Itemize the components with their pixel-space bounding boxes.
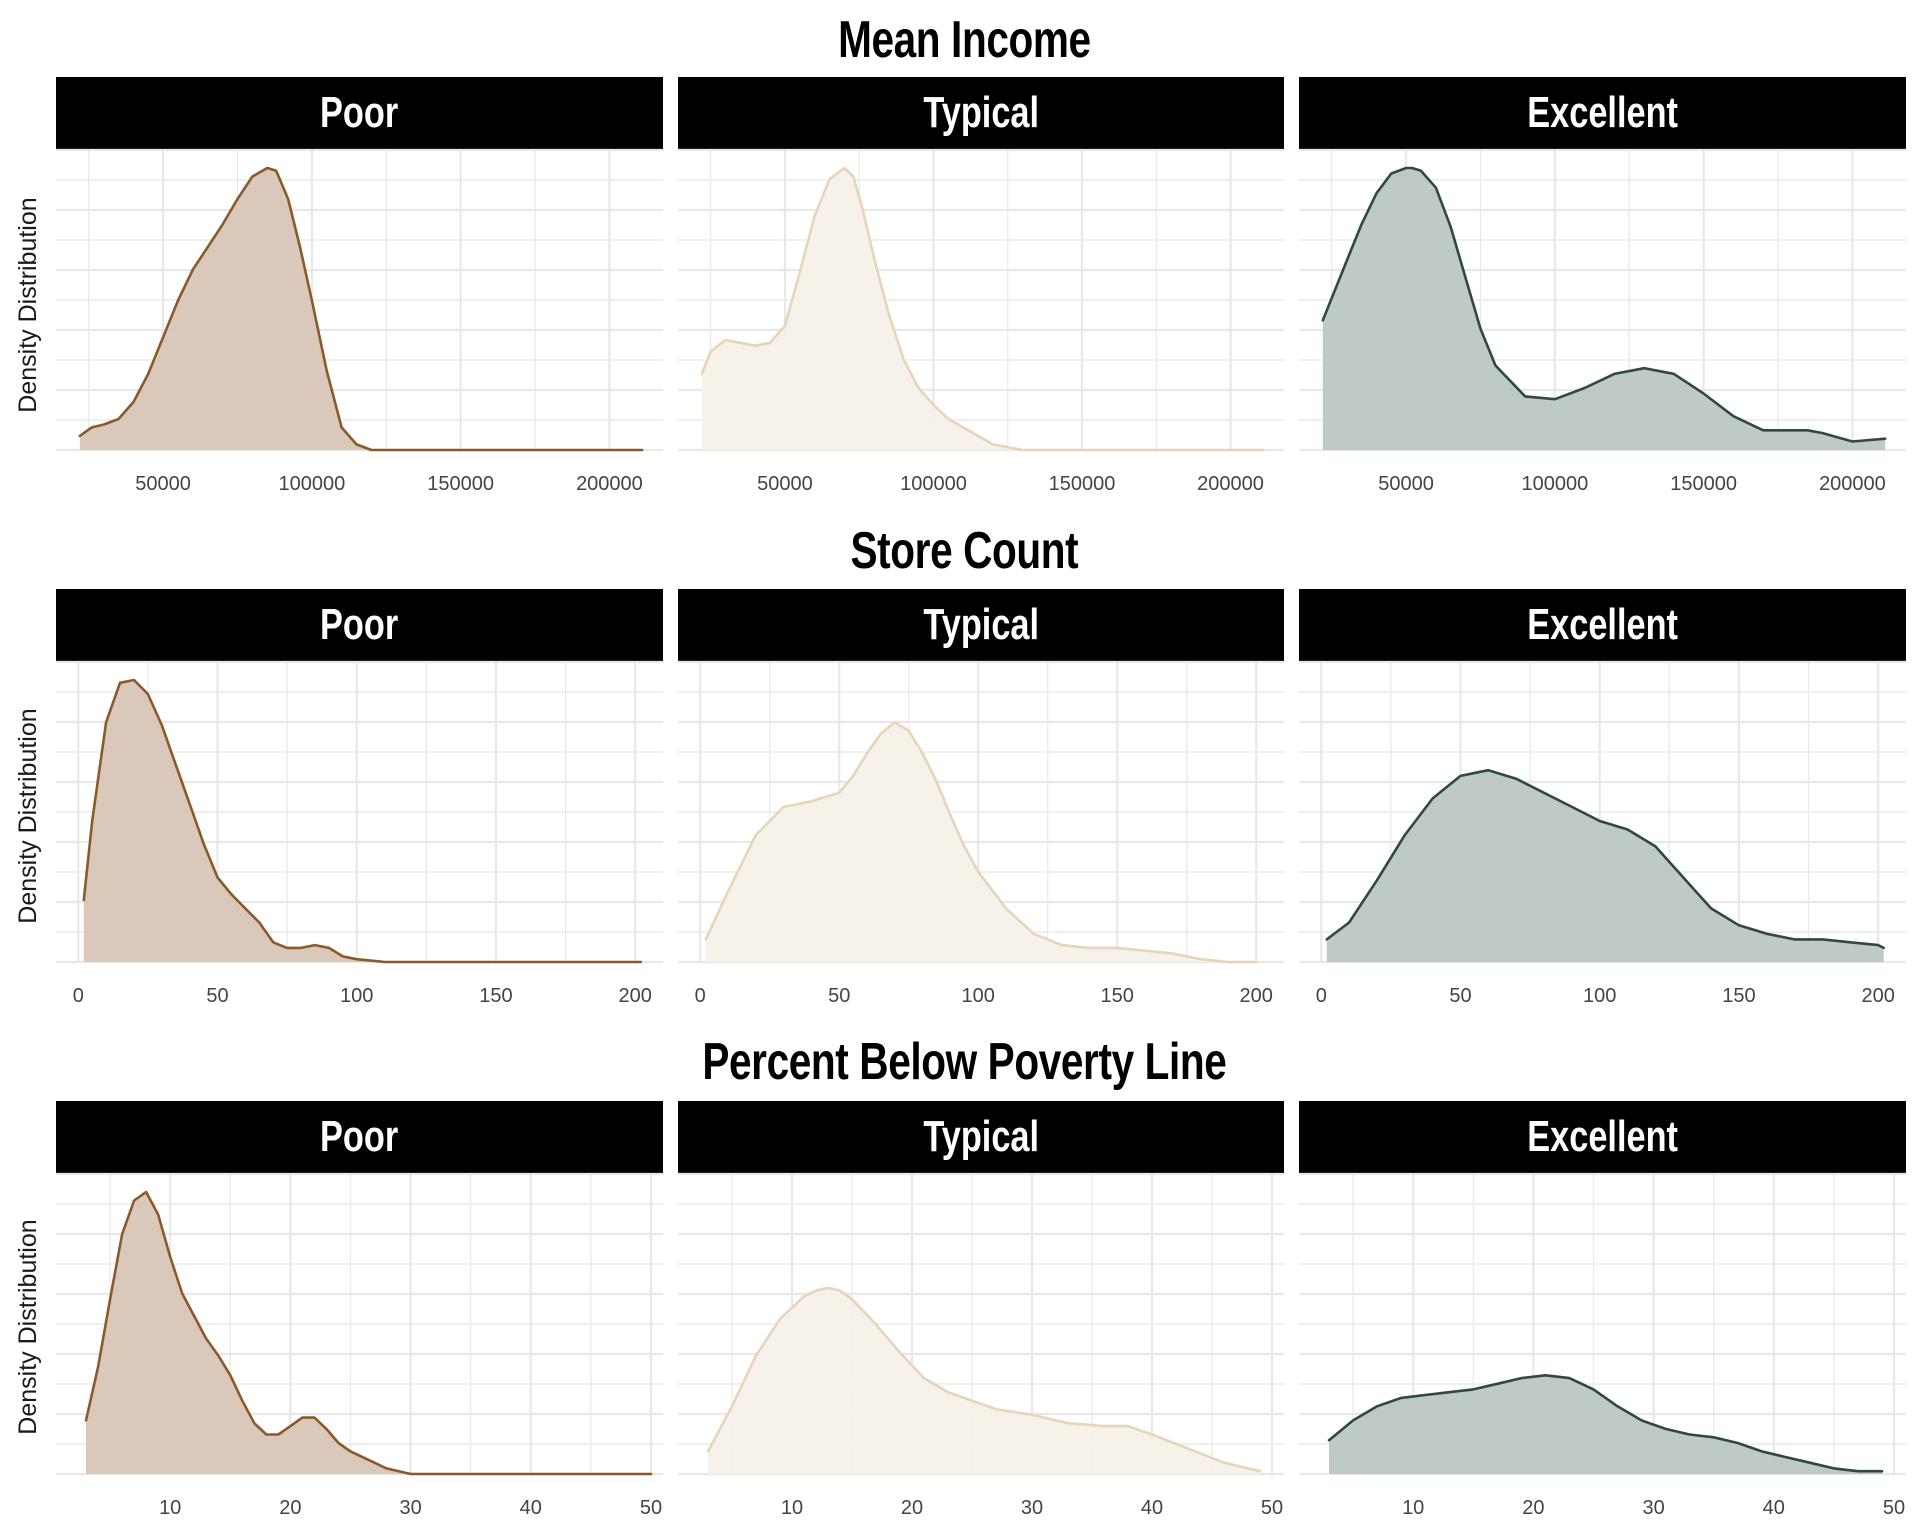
facet-label: Excellent	[1527, 600, 1678, 649]
x-tick-label: 200000	[1819, 473, 1886, 495]
x-tick-label: 150000	[427, 473, 494, 495]
x-tick-label: 0	[1316, 985, 1327, 1007]
x-tick-label: 30	[1642, 1497, 1664, 1519]
row-title-store-count: Store Count	[850, 522, 1079, 580]
x-tick-label: 20	[1522, 1497, 1544, 1519]
facet-strip-poor-row-2: Poor	[56, 589, 663, 661]
x-tick-label: 50000	[757, 473, 813, 495]
facet-label: Poor	[320, 88, 399, 137]
x-tick-label: 50	[1883, 1497, 1905, 1519]
x-tick-label: 10	[159, 1497, 181, 1519]
density-area-excellent	[1326, 770, 1884, 962]
density-line-excellent	[1325, 768, 1885, 950]
facet-label: Typical	[923, 1112, 1039, 1161]
x-tick-label: 100000	[1522, 473, 1589, 495]
y-axis-label-row-3: Density Distribution	[14, 1219, 42, 1435]
y-axis-label-row-2: Density Distribution	[14, 708, 42, 924]
density-area-poor	[79, 168, 643, 450]
x-tick-label: 20	[279, 1497, 301, 1519]
density-line-excellent	[1321, 166, 1887, 443]
facet-strip-typical-row-1: Typical	[678, 77, 1284, 149]
density-line-typical	[700, 166, 1265, 452]
density-panel-poverty-typical: 10 20 30 40 50	[678, 1172, 1284, 1519]
density-panel-poverty-poor: 10 20 30 40 50	[56, 1172, 663, 1519]
x-tick-label: 50	[828, 985, 850, 1007]
x-tick-label: 150	[479, 985, 512, 1007]
x-tick-label: 10	[781, 1497, 803, 1519]
facet-strip-excellent-row-1: Excellent	[1299, 77, 1906, 149]
density-area-excellent	[1329, 1375, 1882, 1474]
x-tick-label: 100	[1583, 985, 1616, 1007]
x-tick-label: 40	[1763, 1497, 1785, 1519]
density-line-excellent	[1327, 1374, 1884, 1473]
density-area-poor	[83, 680, 641, 962]
x-tick-label: 0	[73, 985, 84, 1007]
density-panel-poverty-excellent: 10 20 30 40 50	[1299, 1172, 1906, 1519]
x-tick-label: 100000	[279, 473, 346, 495]
x-tick-label: 150000	[1670, 473, 1737, 495]
facet-strip-typical-row-2: Typical	[678, 589, 1284, 661]
density-area-typical	[705, 722, 1257, 962]
x-tick-label: 100	[962, 985, 995, 1007]
density-line-poor	[78, 166, 644, 452]
density-area-excellent	[1322, 168, 1886, 450]
facet-strip-poor-row-3: Poor	[56, 1101, 663, 1173]
density-panel-mean-income-poor: 50000 100000 150000 200000	[56, 148, 663, 495]
x-tick-label: 50	[206, 985, 228, 1007]
density-line-poor	[84, 1190, 653, 1476]
x-tick-label: 200	[1240, 985, 1273, 1007]
density-line-typical	[704, 721, 1258, 964]
x-tick-label: 100	[340, 985, 373, 1007]
x-tick-label: 40	[1141, 1497, 1163, 1519]
row-title-mean-income: Mean Income	[838, 11, 1091, 69]
density-area-poor	[86, 1192, 651, 1474]
x-tick-label: 150	[1101, 985, 1134, 1007]
facet-label: Typical	[923, 88, 1039, 137]
density-panel-mean-income-typical: 50000 100000 150000 200000	[678, 148, 1284, 495]
x-tick-label: 30	[399, 1497, 421, 1519]
density-panel-store-count-excellent: 0 50 100 150 200	[1299, 660, 1906, 1007]
y-axis-label-row-1: Density Distribution	[14, 197, 42, 413]
x-tick-label: 0	[695, 985, 706, 1007]
x-tick-label: 10	[1402, 1497, 1424, 1519]
x-tick-label: 50	[640, 1497, 662, 1519]
facet-strip-excellent-row-2: Excellent	[1299, 589, 1906, 661]
facet-label: Excellent	[1527, 88, 1678, 137]
facet-label: Poor	[320, 1112, 399, 1161]
row-title-percent-below-poverty-line: Percent Below Poverty Line	[702, 1033, 1227, 1091]
facet-label: Poor	[320, 600, 399, 649]
facet-strip-excellent-row-3: Excellent	[1299, 1101, 1906, 1173]
x-tick-label: 200	[618, 985, 651, 1007]
x-tick-label: 200	[1861, 985, 1894, 1007]
x-tick-label: 50	[1449, 985, 1471, 1007]
x-tick-label: 50	[1261, 1497, 1283, 1519]
density-area-typical	[708, 1287, 1260, 1474]
x-tick-label: 40	[520, 1497, 542, 1519]
density-line-poor	[82, 678, 642, 964]
x-tick-label: 150000	[1049, 473, 1116, 495]
x-tick-label: 50000	[1378, 473, 1434, 495]
x-tick-label: 30	[1021, 1497, 1043, 1519]
x-tick-label: 20	[901, 1497, 923, 1519]
facet-strip-poor-row-1: Poor	[56, 77, 663, 149]
density-panel-store-count-poor: 0 50 100 150 200	[56, 660, 663, 1007]
facet-label: Excellent	[1527, 1112, 1678, 1161]
facet-strip-typical-row-3: Typical	[678, 1101, 1284, 1173]
density-area-typical	[701, 168, 1264, 450]
x-tick-label: 200000	[576, 473, 643, 495]
x-tick-label: 150	[1722, 985, 1755, 1007]
density-panel-store-count-typical: 0 50 100 150 200	[678, 660, 1284, 1007]
density-line-typical	[706, 1286, 1262, 1473]
x-tick-label: 100000	[900, 473, 967, 495]
facet-label: Typical	[923, 600, 1039, 649]
density-panel-mean-income-excellent: 50000 100000 150000 200000	[1299, 148, 1906, 495]
x-tick-label: 50000	[135, 473, 191, 495]
x-tick-label: 200000	[1197, 473, 1264, 495]
